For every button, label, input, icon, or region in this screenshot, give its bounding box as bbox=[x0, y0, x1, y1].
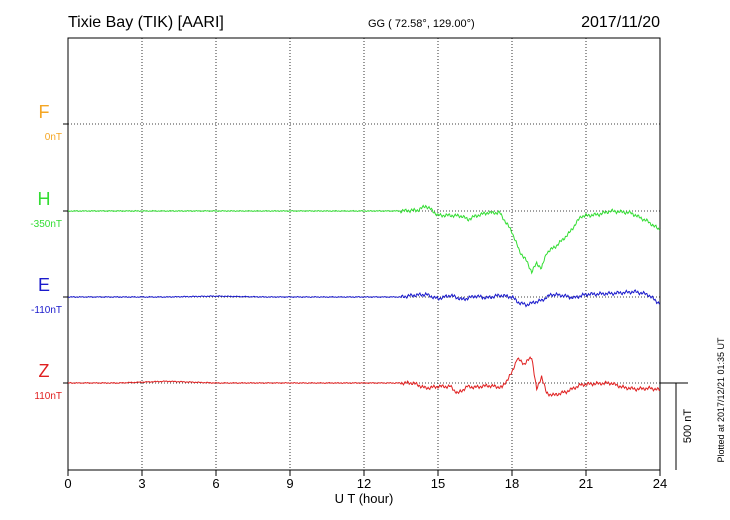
scale-bar: 500 nT bbox=[660, 382, 694, 470]
component-f-label: F bbox=[39, 102, 50, 122]
component-f-baseline: 0nT bbox=[45, 132, 62, 143]
x-tick-label: 0 bbox=[64, 476, 71, 491]
x-tick-label: 3 bbox=[138, 476, 145, 491]
data-series bbox=[67, 204, 661, 397]
plotted-timestamp: Plotted at 2017/12/21 01:35 UT bbox=[716, 337, 726, 463]
x-tick-label: 15 bbox=[431, 476, 445, 491]
component-h-baseline: -350nT bbox=[30, 219, 62, 230]
x-tick-label: 6 bbox=[212, 476, 219, 491]
series-e-line bbox=[67, 289, 661, 308]
component-z-baseline: 110nT bbox=[34, 391, 62, 402]
grid-lines bbox=[68, 38, 660, 470]
station-coordinates: GG ( 72.58°, 129.00°) bbox=[368, 18, 475, 30]
x-axis-title: U T (hour) bbox=[335, 491, 394, 506]
plot-date: 2017/11/20 bbox=[581, 14, 660, 31]
component-e-label: E bbox=[38, 275, 50, 295]
component-labels: F 0nT H -350nT E -110nT Z 110nT bbox=[30, 102, 62, 402]
x-tick-label: 18 bbox=[505, 476, 519, 491]
series-h-line bbox=[67, 204, 661, 275]
x-tick-label: 21 bbox=[579, 476, 593, 491]
x-tick-label: 24 bbox=[653, 476, 667, 491]
component-e-baseline: -110nT bbox=[31, 305, 62, 316]
component-z-label: Z bbox=[39, 361, 50, 381]
x-tick-label: 9 bbox=[286, 476, 293, 491]
x-tick-label: 12 bbox=[357, 476, 371, 491]
scale-bar-label: 500 nT bbox=[682, 409, 694, 444]
series-z-line bbox=[67, 356, 661, 397]
component-h-label: H bbox=[38, 189, 51, 209]
x-axis: 0 3 6 9 12 15 18 21 24 bbox=[63, 123, 667, 491]
station-title: Tixie Bay (TIK) [AARI] bbox=[68, 14, 224, 31]
